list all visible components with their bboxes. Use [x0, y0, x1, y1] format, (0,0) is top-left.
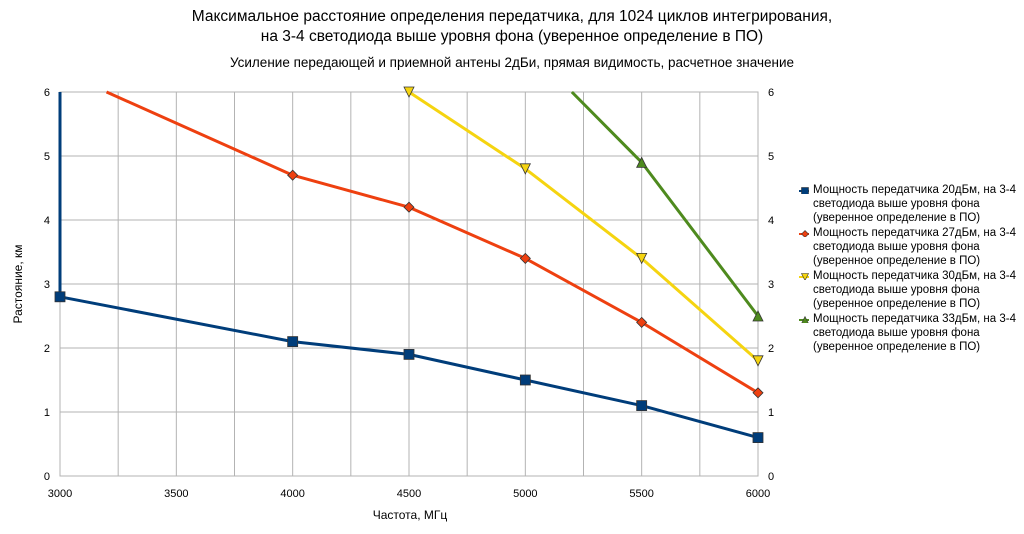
y-tick-label-left: 6: [44, 87, 50, 99]
x-tick-label: 4000: [280, 488, 304, 500]
legend-label-line: Мощность передатчика 33дБм, на 3-4: [813, 313, 1016, 325]
series-2-point: [636, 252, 648, 265]
legend-label-line: Мощность передатчика 30дБм, на 3-4: [813, 270, 1016, 282]
y-tick-label-right: 3: [768, 279, 774, 291]
y-tick-label-right: 2: [768, 343, 774, 355]
legend-label-line: (уверенное определение в ПО): [813, 255, 981, 267]
series-2-point: [403, 86, 415, 98]
series-line-1: [105, 90, 759, 395]
legend-label-line: (уверенное определение в ПО): [813, 212, 981, 224]
legend-label-line: (уверенное определение в ПО): [813, 298, 981, 310]
series-0-point: [519, 374, 531, 386]
y-axis-label: Растояние, км: [11, 244, 25, 324]
x-tick-label: 6000: [746, 488, 770, 500]
series-2-point: [519, 163, 531, 175]
series-0-point: [752, 432, 764, 444]
series-1-point: [403, 201, 415, 213]
series-1-point: [752, 387, 764, 399]
y-tick-label-left: 3: [44, 279, 50, 291]
legend-marker-icon: [799, 230, 809, 237]
legend: Мощность передатчика 20дБм, на 3-4 светод…: [799, 183, 1021, 355]
series-line-2: [408, 90, 759, 362]
series-0-point: [54, 291, 66, 303]
chart-title-line-2: на 3-4 светодиода выше уровня фона (увер…: [260, 28, 764, 45]
legend-item: Мощность передатчика 20дБм, на 3-4 светод…: [799, 183, 1021, 225]
y-tick-label-left: 1: [44, 407, 50, 419]
legend-item: Мощность передатчика 30дБм, на 3-4 светод…: [799, 269, 1021, 311]
x-tick-label: 5000: [513, 488, 537, 500]
chart-subtitle: Усиление передающей и приемной антены 2д…: [229, 55, 795, 70]
legend-label-line: светодиода выше уровня фона: [813, 327, 980, 339]
series-2-point: [752, 355, 764, 367]
y-tick-label-right: 0: [768, 471, 774, 483]
legend-marker-icon: [799, 273, 809, 280]
y-tick-label-left: 5: [44, 151, 50, 163]
y-tick-label-left: 2: [44, 343, 50, 355]
legend-item: Мощность передатчика 27дБм, на 3-4 светод…: [799, 226, 1021, 268]
series-0-point: [403, 348, 415, 360]
chart-title: Максимальное расстояние определения пере…: [191, 8, 833, 25]
series-1-point: [287, 169, 299, 181]
y-tick-label-right: 5: [768, 151, 774, 163]
x-tick-label: 3000: [48, 488, 72, 500]
legend-label-line: светодиода выше уровня фона: [813, 241, 980, 253]
series-markers: [54, 86, 764, 444]
series-1-point: [519, 252, 531, 264]
x-axis-label: Частота, МГц: [372, 508, 448, 522]
y-tick-label-right: 1: [768, 407, 774, 419]
y-tick-label-left: 0: [44, 471, 50, 483]
series-0-point: [287, 336, 299, 348]
series-0-point: [636, 400, 648, 412]
y-tick-label-left: 4: [44, 215, 50, 227]
series-3-point: [752, 310, 764, 322]
axis-ticks: 3000 3500 4000 4500 5000 5500 6000 0 0 1 1 2 2 3 3 4 4 5 5…: [44, 87, 774, 500]
series-3-point: [636, 156, 648, 168]
y-tick-label-right: 4: [768, 215, 774, 227]
x-tick-label: 4500: [397, 488, 421, 500]
x-tick-label: 5500: [629, 488, 653, 500]
legend-label-line: (уверенное определение в ПО): [813, 341, 981, 353]
legend-marker-icon: [799, 315, 809, 323]
legend-marker-icon: [799, 187, 809, 194]
legend-label-line: светодиода выше уровня фона: [813, 198, 980, 210]
y-tick-label-right: 6: [768, 87, 774, 99]
legend-label-line: светодиода выше уровня фона: [813, 284, 980, 296]
legend-label-line: Мощность передатчика 20дБм, на 3-4: [813, 184, 1016, 196]
x-tick-label: 3500: [164, 488, 188, 500]
series-1-point: [636, 316, 648, 328]
legend-item: Мощность передатчика 33дБм, на 3-4 светод…: [799, 312, 1021, 354]
legend-label-line: Мощность передатчика 27дБм, на 3-4: [813, 227, 1016, 239]
